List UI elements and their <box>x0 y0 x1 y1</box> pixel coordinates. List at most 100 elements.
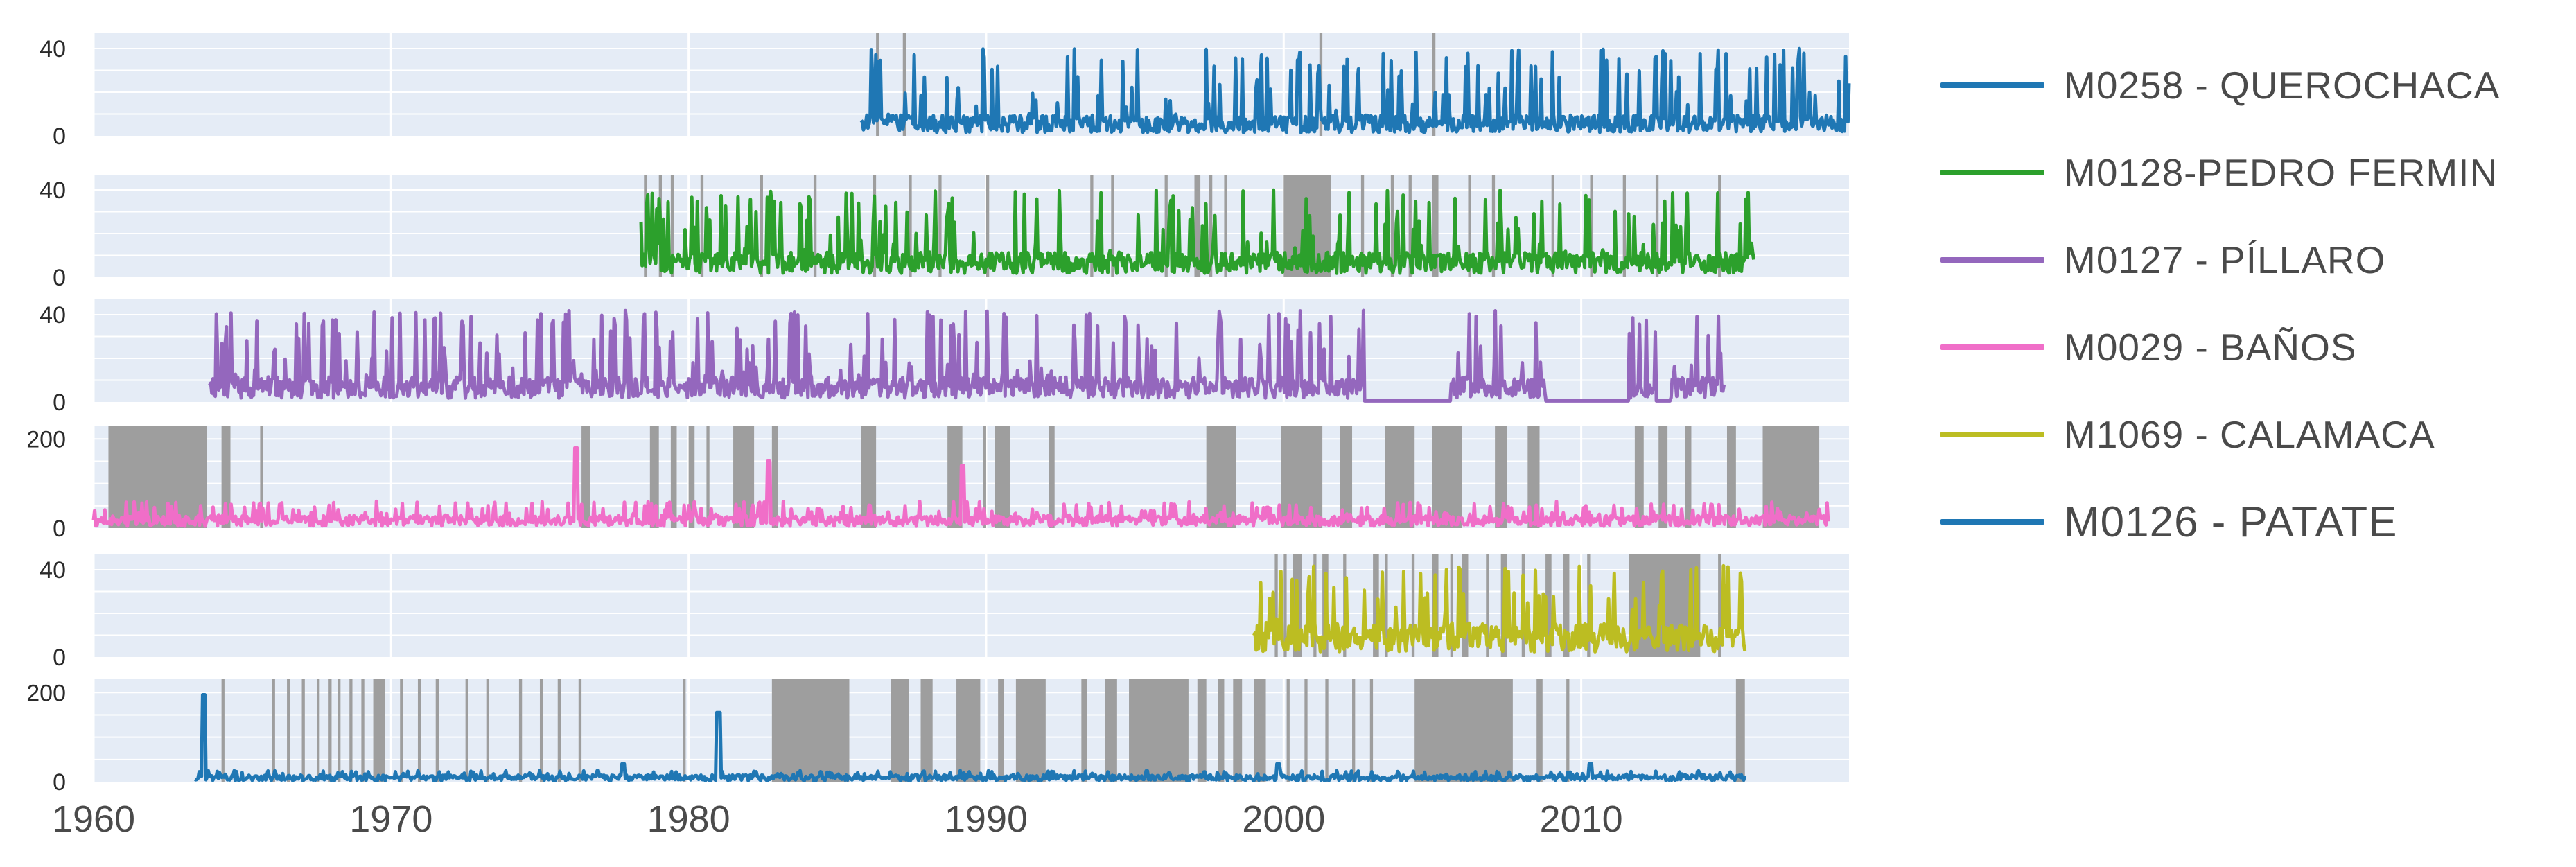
panel-4-gap-8 <box>1411 554 1415 657</box>
panel-1-gap-12 <box>1164 175 1168 277</box>
legend-swatch-3 <box>1940 344 2044 350</box>
panel-3-ytick-1: 200 <box>26 426 66 453</box>
panel-1-gap-15 <box>1224 175 1227 277</box>
panel-5-gap-7 <box>349 679 353 782</box>
panel-3-gap-11 <box>947 426 963 528</box>
panel-bg-4 <box>94 554 1849 657</box>
panel-2: 0 40 <box>40 299 1849 416</box>
panel-1-gap-24 <box>1590 175 1593 277</box>
panel-3-gap-0 <box>108 426 207 528</box>
panel-0-ytick-0: 0 <box>53 123 66 150</box>
panel-1-ytick-1: 40 <box>40 177 66 204</box>
panel-3-gap-25 <box>1726 426 1736 528</box>
series-line-0 <box>859 46 1851 134</box>
legend-item-2[interactable]: M0127 - PÍLLARO <box>1940 216 2564 304</box>
panel-3-gap-15 <box>1206 426 1236 528</box>
panel-3-gap-2 <box>260 426 263 528</box>
legend-label-2: M0127 - PÍLLARO <box>2064 238 2386 281</box>
panel-3-gap-3 <box>581 426 590 528</box>
series-line-3 <box>91 446 1830 528</box>
panel-5-gap-9 <box>373 679 385 782</box>
panel-4-ytick-0: 0 <box>53 645 66 671</box>
panel-5-gap-16 <box>539 679 543 782</box>
panel-5-gap-19 <box>683 679 686 782</box>
panel-2-ytick-0: 0 <box>53 389 66 416</box>
panel-4-gap-19 <box>1718 554 1721 657</box>
panel-5-gap-18 <box>578 679 582 782</box>
panel-1: 0 40 <box>40 175 1849 291</box>
panel-3-gap-22 <box>1634 426 1644 528</box>
panel-3-gap-21 <box>1527 426 1540 528</box>
panel-4-gap-10 <box>1450 554 1454 657</box>
panel-5-gap-5 <box>328 679 332 782</box>
x-tick-4: 2000 <box>1242 798 1325 840</box>
panel-1-gap-13 <box>1194 175 1201 277</box>
panel-1-gap-7 <box>909 175 912 277</box>
panel-3-gap-1 <box>221 426 231 528</box>
panel-4-gap-1 <box>1283 554 1287 657</box>
panel-5-gap-8 <box>361 679 365 782</box>
panel-5-gap-25 <box>1015 679 1046 782</box>
panel-5-gap-4 <box>316 679 320 782</box>
x-tick-1: 1970 <box>349 798 432 840</box>
panel-0-gap-1 <box>902 33 906 136</box>
panel-1-gap-11 <box>1111 175 1114 277</box>
panel-4-gap-15 <box>1545 554 1552 657</box>
legend-label-3: M0029 - BAÑOS <box>2064 326 2357 369</box>
panel-3-ytick-0: 0 <box>53 516 66 542</box>
panel-3-gap-13 <box>995 426 1010 528</box>
panel-1-gap-22 <box>1491 175 1496 277</box>
panel-5-gap-10 <box>400 679 403 782</box>
panel-1-gap-14 <box>1209 175 1213 277</box>
panel-5-gap-20 <box>771 679 850 782</box>
legend-swatch-2 <box>1940 257 2044 263</box>
legend-item-0[interactable]: M0258 - QUEROCHACA <box>1940 42 2564 129</box>
panel-3-gap-17 <box>1340 426 1353 528</box>
panel-5-gap-28 <box>1129 679 1189 782</box>
legend-item-4[interactable]: M1069 - CALAMACA <box>1940 391 2564 478</box>
panel-1-gap-5 <box>813 175 817 277</box>
series-line-1 <box>639 188 1756 275</box>
panel-5-gap-17 <box>557 679 561 782</box>
panel-5-gap-31 <box>1233 679 1243 782</box>
panel-5-gap-36 <box>1352 679 1356 782</box>
legend-label-1: M0128-PEDRO FERMIN <box>2064 151 2498 194</box>
panel-1-gap-25 <box>1622 175 1627 277</box>
panel-4: 0 40 <box>40 554 1849 671</box>
panel-1-gap-8 <box>938 175 942 277</box>
panel-5-gap-38 <box>1414 679 1513 782</box>
panel-5-gap-37 <box>1369 679 1374 782</box>
legend-label-4: M1069 - CALAMACA <box>2064 413 2435 456</box>
panel-5-gap-13 <box>465 679 468 782</box>
panel-3-gap-19 <box>1432 426 1462 528</box>
legend-label-0: M0258 - QUEROCHACA <box>2064 64 2500 107</box>
panel-1-gap-26 <box>1655 175 1659 277</box>
x-tick-3: 1990 <box>945 798 1028 840</box>
panel-1-gap-9 <box>985 175 990 277</box>
panel-5-gap-14 <box>486 679 489 782</box>
panel-1-gap-4 <box>760 175 763 277</box>
panel-1-gap-2 <box>670 175 674 277</box>
panel-1-gap-17 <box>1360 175 1365 277</box>
legend-item-5[interactable]: M0126 - PATATE <box>1940 478 2564 566</box>
panel-5-gap-40 <box>1566 679 1570 782</box>
legend-swatch-4 <box>1940 432 2044 437</box>
panel-1-gap-20 <box>1432 175 1439 277</box>
legend-item-1[interactable]: M0128-PEDRO FERMIN <box>1940 129 2564 216</box>
panel-5: 0 200 <box>26 679 1849 796</box>
x-tick-5: 2010 <box>1540 798 1623 840</box>
panel-5-gap-0 <box>221 679 225 782</box>
panel-4-gap-6 <box>1373 554 1379 657</box>
panel-3: 0 200 <box>26 426 1849 542</box>
legend-item-3[interactable]: M0029 - BAÑOS <box>1940 304 2564 391</box>
panel-3-gap-12 <box>983 426 986 528</box>
panel-3-gap-9 <box>771 426 778 528</box>
panel-5-gap-21 <box>891 679 909 782</box>
x-tick-0: 1960 <box>52 798 135 840</box>
panel-0-gap-3 <box>1432 33 1436 136</box>
panel-5-gap-32 <box>1254 679 1266 782</box>
panel-5-gap-23 <box>956 679 981 782</box>
panel-4-ytick-1: 40 <box>40 557 66 584</box>
panel-5-gap-15 <box>518 679 523 782</box>
panel-5-ytick-0: 0 <box>53 769 66 796</box>
